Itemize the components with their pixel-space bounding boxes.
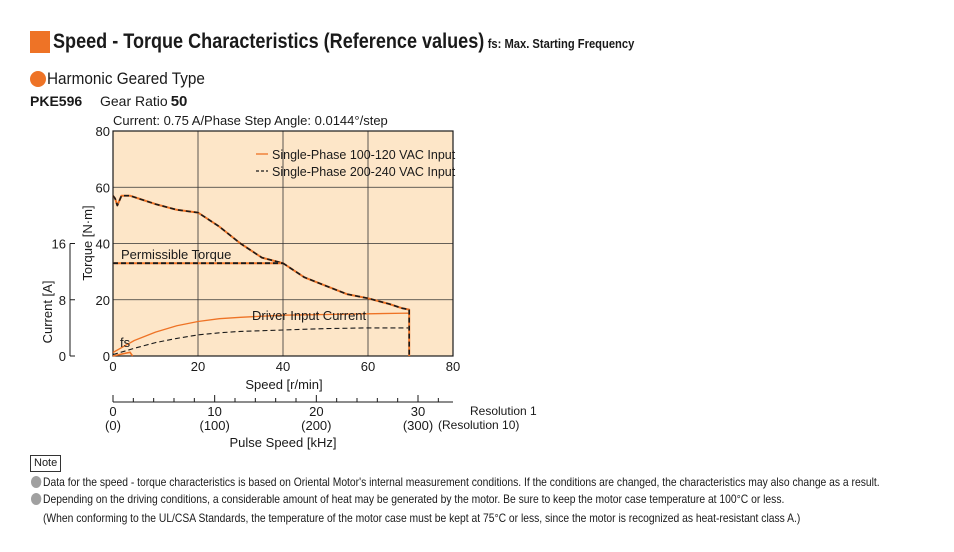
note-text-2: Depending on the driving conditions, a c… xyxy=(43,492,785,506)
current-line-100v xyxy=(112,312,410,356)
pulse-tick-label: 10 xyxy=(207,404,221,419)
y2-tick-label: 16 xyxy=(52,237,66,252)
gear-ratio-label: Gear Ratio xyxy=(100,93,168,109)
y2-tick-label: 8 xyxy=(59,293,66,308)
pulse-tick-label-res10: (0) xyxy=(105,418,121,433)
permissible-torque-label: Permissible Torque xyxy=(121,247,231,262)
note-sub-item: (When conforming to the UL/CSA Standards… xyxy=(43,511,801,525)
y2-axis-label: Current [A] xyxy=(40,281,55,344)
y-tick-label: 0 xyxy=(103,349,110,364)
note-item-1: Data for the speed - torque characterist… xyxy=(31,475,880,489)
note-bullet-icon xyxy=(31,493,42,505)
resolution-1-label: Resolution 1 xyxy=(470,404,537,418)
x-tick-label: 0 xyxy=(109,359,116,374)
note-label: Note xyxy=(30,455,62,472)
legend: Single-Phase 100-120 VAC Input Single-Ph… xyxy=(256,148,456,179)
grid xyxy=(113,131,453,356)
x-axis-label: Speed [r/min] xyxy=(245,377,322,392)
note-text-1: Data for the speed - torque characterist… xyxy=(43,475,880,489)
pulse-tick-label: 0 xyxy=(109,404,116,419)
y-tick-label: 80 xyxy=(96,124,110,139)
y-tick-label: 60 xyxy=(96,180,110,195)
current-line-200v xyxy=(112,327,410,356)
model-name: PKE596 xyxy=(30,93,83,109)
x-tick-labels: 0 20 40 60 80 xyxy=(109,359,460,374)
x-tick-label: 40 xyxy=(276,359,290,374)
note-item-2: Depending on the driving conditions, a c… xyxy=(31,492,784,506)
title-note: fs: Max. Starting Frequency xyxy=(487,36,635,51)
x-tick-label: 20 xyxy=(191,359,205,374)
x-tick-label: 60 xyxy=(361,359,375,374)
pulse-tick-label: 20 xyxy=(309,404,323,419)
gear-ratio: Gear Ratio 50 xyxy=(100,93,187,110)
y-tick-labels: 0 20 40 60 80 xyxy=(96,124,110,364)
pulse-tick-label-res10: (100) xyxy=(199,418,229,433)
fs-line xyxy=(112,351,134,357)
x-tick-label: 80 xyxy=(446,359,460,374)
plot-frame xyxy=(112,130,454,357)
gear-ratio-value: 50 xyxy=(170,93,188,110)
series-lines xyxy=(112,194,411,357)
legend-label-100v: Single-Phase 100-120 VAC Input xyxy=(272,148,456,162)
note-bullet-icon xyxy=(31,476,42,488)
y-axis-label: Torque [N·m] xyxy=(80,205,95,280)
title-marker xyxy=(30,31,50,53)
legend-label-200v: Single-Phase 200-240 VAC Input xyxy=(272,165,456,179)
torque-line-200v xyxy=(112,194,411,356)
current-axis: 0 8 16 xyxy=(52,237,75,364)
pulse-tick-label: 30 xyxy=(411,404,425,419)
y-tick-label: 20 xyxy=(96,293,110,308)
page-title: Speed - Torque Characteristics (Referenc… xyxy=(53,30,634,54)
driver-current-label: Driver Input Current xyxy=(252,308,367,323)
pulse-speed-label: Pulse Speed [kHz] xyxy=(230,435,337,450)
pulse-tick-label-res10: (200) xyxy=(301,418,331,433)
fs-label: fs xyxy=(120,335,131,350)
y2-tick-label: 0 xyxy=(59,349,66,364)
subtitle-bullet-icon xyxy=(30,71,46,87)
resolution-10-label: (Resolution 10) xyxy=(438,418,519,432)
condition-text: Current: 0.75 A/Phase Step Angle: 0.0144… xyxy=(113,113,388,128)
y-tick-label: 40 xyxy=(96,237,110,252)
pulse-speed-axis: 0(0) 10(100) 20(200) 30(300) xyxy=(105,395,453,433)
page-title-text: Speed - Torque Characteristics (Referenc… xyxy=(53,30,485,53)
subtitle: Harmonic Geared Type xyxy=(47,69,205,88)
pulse-tick-label-res10: (300) xyxy=(403,418,433,433)
